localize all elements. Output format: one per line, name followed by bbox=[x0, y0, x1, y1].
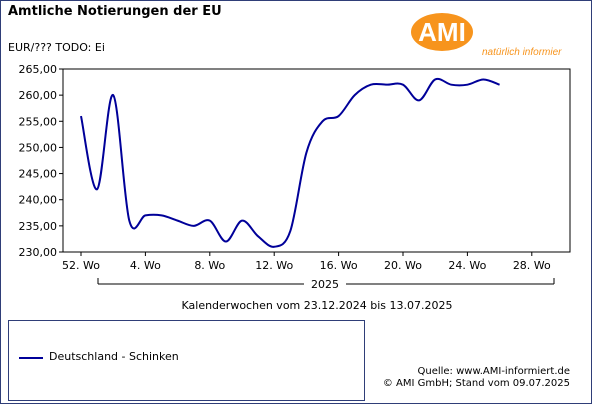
y-tick-label: 240,00 bbox=[19, 194, 58, 207]
x-tick-label: 24. Wo bbox=[448, 259, 486, 272]
ami-logo-text: AMI bbox=[418, 17, 466, 47]
ami-logo: AMI natürlich informiert. bbox=[411, 13, 562, 58]
series-line-deutschland-schinken bbox=[80, 77, 500, 248]
ami-logo-ellipse bbox=[411, 13, 473, 51]
x-tick-label: 16. Wo bbox=[320, 259, 358, 272]
legend: Deutschland - Schinken bbox=[8, 320, 365, 401]
x-tick-label: 20. Wo bbox=[384, 259, 422, 272]
unit-label: EUR/??? TODO: Ei bbox=[8, 41, 105, 54]
chart-title: Amtliche Notierungen der EU bbox=[8, 4, 222, 19]
chart-plot: 230,00 235,00 240,00 245,00 250,00 255,00 260,… bbox=[19, 63, 571, 312]
x-axis-label: Kalenderwochen vom 23.12.2024 bis 13.07.… bbox=[182, 299, 453, 312]
legend-label: Deutschland - Schinken bbox=[49, 350, 179, 363]
legend-swatch bbox=[19, 357, 43, 359]
x-tick-label: 28. Wo bbox=[513, 259, 551, 272]
y-tick-label: 235,00 bbox=[19, 220, 58, 233]
x-tick-label: 8. Wo bbox=[194, 259, 225, 272]
y-tick-label: 260,00 bbox=[19, 89, 58, 102]
x-tick-label: 12. Wo bbox=[255, 259, 293, 272]
copyright-text: © AMI GmbH; Stand vom 09.07.2025 bbox=[382, 378, 570, 389]
y-tick-label: 265,00 bbox=[19, 63, 58, 76]
plot-area: 230,00 235,00 240,00 245,00 250,00 255,00 260,… bbox=[19, 63, 571, 312]
y-tick-label: 250,00 bbox=[19, 141, 58, 154]
y-tick-label: 245,00 bbox=[19, 168, 58, 181]
x-tick-label: 4. Wo bbox=[130, 259, 161, 272]
source-text: Quelle: www.AMI-informiert.de bbox=[417, 366, 570, 377]
y-tick-label: 230,00 bbox=[19, 246, 58, 259]
y-tick-label: 255,00 bbox=[19, 115, 58, 128]
year-label: 2025 bbox=[311, 278, 339, 291]
plot-border bbox=[62, 68, 571, 253]
ami-logo-tagline: natürlich informiert. bbox=[482, 47, 562, 58]
x-tick-label: 52. Wo bbox=[62, 259, 100, 272]
